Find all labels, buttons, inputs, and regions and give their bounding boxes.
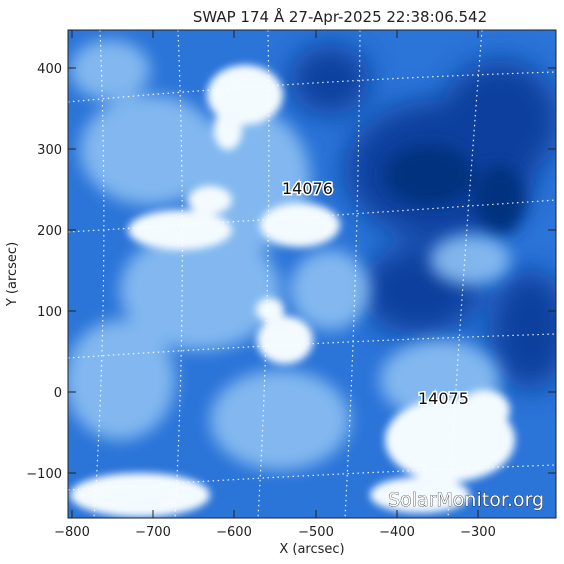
y-axis-label: Y (arcsec) — [5, 242, 20, 307]
x-tick-label: −300 — [460, 525, 496, 540]
x-tick-label: −700 — [135, 525, 171, 540]
y-tick-labels: 400 300 200 100 0 −100 — [26, 62, 62, 482]
y-tick-label: 200 — [37, 224, 62, 239]
x-tick-label: −800 — [54, 525, 90, 540]
plot-frame — [67, 29, 557, 519]
image-title: SWAP 174 Å 27-Apr-2025 22:38:06.542 — [193, 7, 487, 26]
x-tick-label: −600 — [216, 525, 252, 540]
x-tick-label: −400 — [379, 525, 415, 540]
y-tick-label: 300 — [37, 143, 62, 158]
y-tick-label: 100 — [37, 305, 62, 320]
active-region-label-14075: 14075 — [418, 389, 469, 408]
x-tick-labels: −800 −700 −600 −500 −400 −300 — [54, 525, 496, 540]
watermark: SolarMonitor.org — [388, 489, 544, 511]
y-tick-label: 0 — [54, 386, 62, 401]
x-tick-label: −500 — [298, 525, 334, 540]
axis-ticks — [68, 30, 556, 518]
y-tick-label: −100 — [26, 467, 62, 482]
x-axis-label: X (arcsec) — [279, 542, 344, 557]
euv-image — [68, 30, 556, 518]
active-region-label-14076: 14076 — [282, 179, 333, 198]
y-tick-label: 400 — [37, 62, 62, 77]
